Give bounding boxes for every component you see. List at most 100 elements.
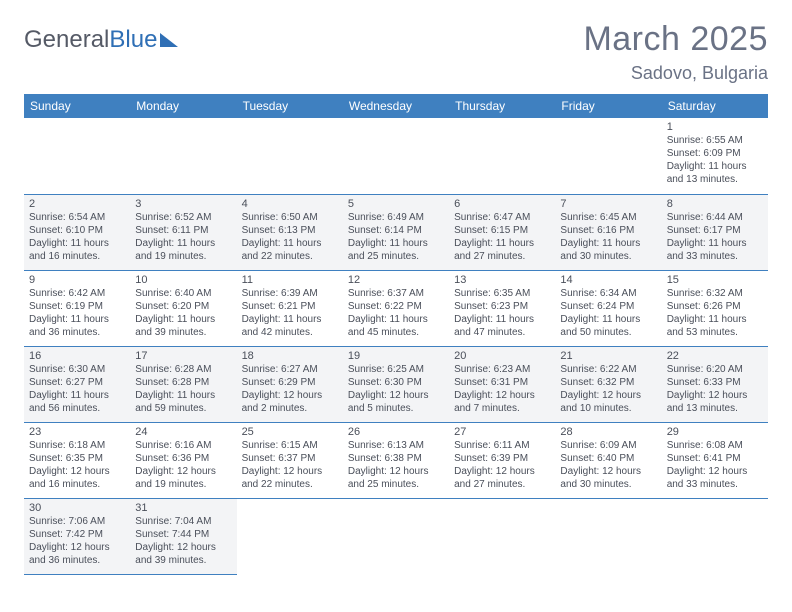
- day-info: Sunrise: 6:49 AMSunset: 6:14 PMDaylight:…: [348, 211, 444, 263]
- calendar-day-cell: 7Sunrise: 6:45 AMSunset: 6:16 PMDaylight…: [555, 194, 661, 270]
- daylight-text: Daylight: 12 hours and 7 minutes.: [454, 389, 550, 415]
- calendar-day-cell: [24, 118, 130, 194]
- calendar-day-cell: 14Sunrise: 6:34 AMSunset: 6:24 PMDayligh…: [555, 270, 661, 346]
- daylight-text: Daylight: 12 hours and 22 minutes.: [242, 465, 338, 491]
- day-info: Sunrise: 6:08 AMSunset: 6:41 PMDaylight:…: [667, 439, 763, 491]
- daylight-text: Daylight: 11 hours and 30 minutes.: [560, 237, 656, 263]
- month-title: March 2025: [583, 20, 768, 59]
- day-info: Sunrise: 6:39 AMSunset: 6:21 PMDaylight:…: [242, 287, 338, 339]
- daylight-text: Daylight: 11 hours and 16 minutes.: [29, 237, 125, 263]
- sunset-text: Sunset: 6:33 PM: [667, 376, 763, 389]
- calendar-day-cell: 21Sunrise: 6:22 AMSunset: 6:32 PMDayligh…: [555, 346, 661, 422]
- sunset-text: Sunset: 6:36 PM: [135, 452, 231, 465]
- calendar-day-cell: 24Sunrise: 6:16 AMSunset: 6:36 PMDayligh…: [130, 422, 236, 498]
- sunrise-text: Sunrise: 6:47 AM: [454, 211, 550, 224]
- day-number: 26: [348, 426, 444, 438]
- day-number: 10: [135, 274, 231, 286]
- calendar-day-cell: 5Sunrise: 6:49 AMSunset: 6:14 PMDaylight…: [343, 194, 449, 270]
- sunrise-text: Sunrise: 6:08 AM: [667, 439, 763, 452]
- day-info: Sunrise: 6:16 AMSunset: 6:36 PMDaylight:…: [135, 439, 231, 491]
- sunset-text: Sunset: 6:26 PM: [667, 300, 763, 313]
- day-number: 3: [135, 198, 231, 210]
- sunrise-text: Sunrise: 6:39 AM: [242, 287, 338, 300]
- daylight-text: Daylight: 11 hours and 45 minutes.: [348, 313, 444, 339]
- daylight-text: Daylight: 11 hours and 56 minutes.: [29, 389, 125, 415]
- calendar-day-cell: [662, 498, 768, 574]
- day-header: Saturday: [662, 94, 768, 118]
- calendar-day-cell: 15Sunrise: 6:32 AMSunset: 6:26 PMDayligh…: [662, 270, 768, 346]
- calendar-body: 1Sunrise: 6:55 AMSunset: 6:09 PMDaylight…: [24, 118, 768, 574]
- calendar-day-cell: 22Sunrise: 6:20 AMSunset: 6:33 PMDayligh…: [662, 346, 768, 422]
- logo-text-2: Blue: [109, 26, 157, 54]
- daylight-text: Daylight: 11 hours and 25 minutes.: [348, 237, 444, 263]
- sunrise-text: Sunrise: 7:06 AM: [29, 515, 125, 528]
- sunrise-text: Sunrise: 6:37 AM: [348, 287, 444, 300]
- day-number: 16: [29, 350, 125, 362]
- sunset-text: Sunset: 7:42 PM: [29, 528, 125, 541]
- day-number: 11: [242, 274, 338, 286]
- calendar-week-row: 16Sunrise: 6:30 AMSunset: 6:27 PMDayligh…: [24, 346, 768, 422]
- calendar-day-cell: [449, 118, 555, 194]
- day-info: Sunrise: 6:54 AMSunset: 6:10 PMDaylight:…: [29, 211, 125, 263]
- calendar-week-row: 30Sunrise: 7:06 AMSunset: 7:42 PMDayligh…: [24, 498, 768, 574]
- calendar-table: Sunday Monday Tuesday Wednesday Thursday…: [24, 94, 768, 575]
- day-number: 4: [242, 198, 338, 210]
- calendar-day-cell: 10Sunrise: 6:40 AMSunset: 6:20 PMDayligh…: [130, 270, 236, 346]
- daylight-text: Daylight: 11 hours and 36 minutes.: [29, 313, 125, 339]
- day-number: 21: [560, 350, 656, 362]
- sunset-text: Sunset: 6:13 PM: [242, 224, 338, 237]
- day-header: Sunday: [24, 94, 130, 118]
- sunrise-text: Sunrise: 6:30 AM: [29, 363, 125, 376]
- day-number: 31: [135, 502, 231, 514]
- calendar-day-cell: 25Sunrise: 6:15 AMSunset: 6:37 PMDayligh…: [237, 422, 343, 498]
- sunrise-text: Sunrise: 6:44 AM: [667, 211, 763, 224]
- calendar-day-cell: 27Sunrise: 6:11 AMSunset: 6:39 PMDayligh…: [449, 422, 555, 498]
- day-number: 13: [454, 274, 550, 286]
- calendar-day-cell: 28Sunrise: 6:09 AMSunset: 6:40 PMDayligh…: [555, 422, 661, 498]
- calendar-day-cell: 4Sunrise: 6:50 AMSunset: 6:13 PMDaylight…: [237, 194, 343, 270]
- day-number: 12: [348, 274, 444, 286]
- calendar-day-cell: 19Sunrise: 6:25 AMSunset: 6:30 PMDayligh…: [343, 346, 449, 422]
- day-number: 7: [560, 198, 656, 210]
- calendar-day-cell: 9Sunrise: 6:42 AMSunset: 6:19 PMDaylight…: [24, 270, 130, 346]
- daylight-text: Daylight: 11 hours and 39 minutes.: [135, 313, 231, 339]
- day-info: Sunrise: 6:50 AMSunset: 6:13 PMDaylight:…: [242, 211, 338, 263]
- day-info: Sunrise: 6:30 AMSunset: 6:27 PMDaylight:…: [29, 363, 125, 415]
- calendar-week-row: 9Sunrise: 6:42 AMSunset: 6:19 PMDaylight…: [24, 270, 768, 346]
- daylight-text: Daylight: 11 hours and 59 minutes.: [135, 389, 231, 415]
- day-info: Sunrise: 6:52 AMSunset: 6:11 PMDaylight:…: [135, 211, 231, 263]
- logo: GeneralBlue: [24, 26, 182, 54]
- daylight-text: Daylight: 12 hours and 27 minutes.: [454, 465, 550, 491]
- day-info: Sunrise: 6:32 AMSunset: 6:26 PMDaylight:…: [667, 287, 763, 339]
- daylight-text: Daylight: 11 hours and 47 minutes.: [454, 313, 550, 339]
- sunrise-text: Sunrise: 6:35 AM: [454, 287, 550, 300]
- daylight-text: Daylight: 12 hours and 5 minutes.: [348, 389, 444, 415]
- page-header: GeneralBlue March 2025 Sadovo, Bulgaria: [24, 20, 768, 84]
- day-number: 17: [135, 350, 231, 362]
- sunrise-text: Sunrise: 6:50 AM: [242, 211, 338, 224]
- day-info: Sunrise: 6:55 AMSunset: 6:09 PMDaylight:…: [667, 134, 763, 186]
- sunrise-text: Sunrise: 6:13 AM: [348, 439, 444, 452]
- logo-flag-icon: [160, 31, 182, 47]
- sunset-text: Sunset: 6:09 PM: [667, 147, 763, 160]
- daylight-text: Daylight: 11 hours and 33 minutes.: [667, 237, 763, 263]
- sunset-text: Sunset: 6:17 PM: [667, 224, 763, 237]
- sunset-text: Sunset: 6:37 PM: [242, 452, 338, 465]
- sunrise-text: Sunrise: 6:22 AM: [560, 363, 656, 376]
- sunset-text: Sunset: 6:10 PM: [29, 224, 125, 237]
- calendar-day-cell: [555, 498, 661, 574]
- daylight-text: Daylight: 12 hours and 19 minutes.: [135, 465, 231, 491]
- sunrise-text: Sunrise: 6:42 AM: [29, 287, 125, 300]
- sunset-text: Sunset: 6:19 PM: [29, 300, 125, 313]
- calendar-week-row: 2Sunrise: 6:54 AMSunset: 6:10 PMDaylight…: [24, 194, 768, 270]
- day-number: 29: [667, 426, 763, 438]
- calendar-day-cell: 31Sunrise: 7:04 AMSunset: 7:44 PMDayligh…: [130, 498, 236, 574]
- sunrise-text: Sunrise: 6:27 AM: [242, 363, 338, 376]
- calendar-day-cell: 3Sunrise: 6:52 AMSunset: 6:11 PMDaylight…: [130, 194, 236, 270]
- day-info: Sunrise: 6:27 AMSunset: 6:29 PMDaylight:…: [242, 363, 338, 415]
- day-number: 30: [29, 502, 125, 514]
- sunset-text: Sunset: 6:14 PM: [348, 224, 444, 237]
- day-number: 9: [29, 274, 125, 286]
- sunset-text: Sunset: 6:21 PM: [242, 300, 338, 313]
- day-number: 5: [348, 198, 444, 210]
